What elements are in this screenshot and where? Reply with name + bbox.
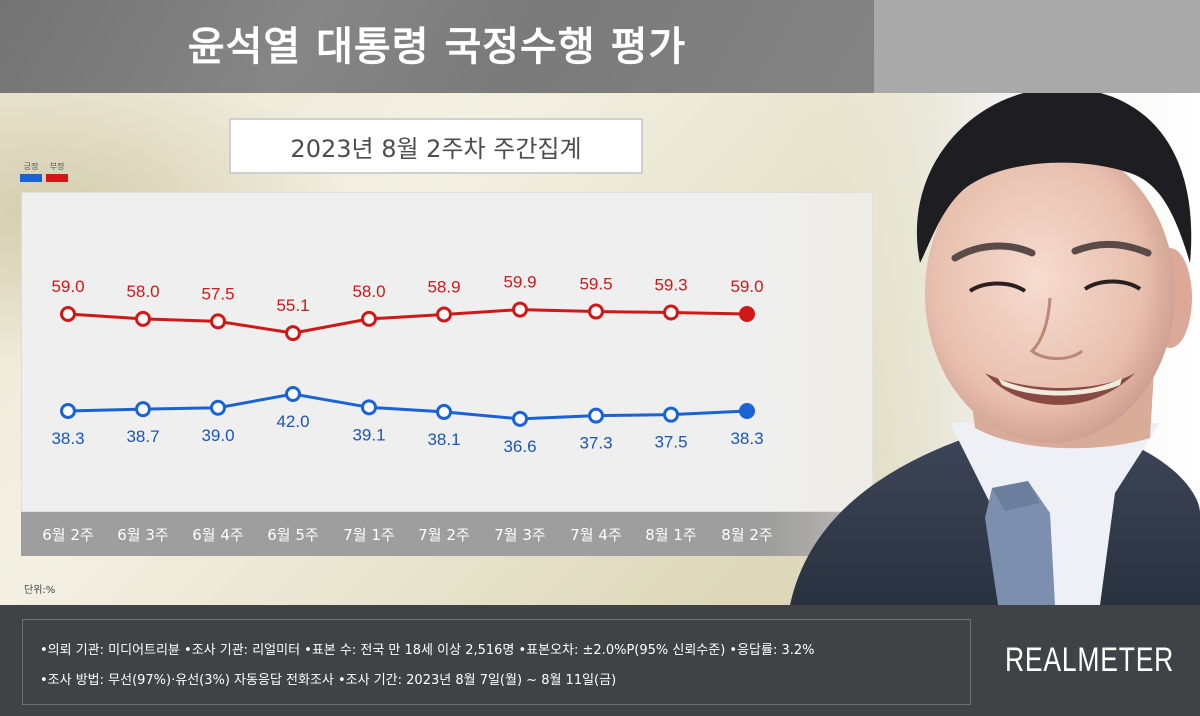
data-label: 58.9 — [427, 277, 460, 296]
data-label: 42.0 — [276, 412, 309, 431]
x-axis-label: 6월 4주 — [192, 526, 244, 544]
data-label: 39.1 — [352, 425, 385, 444]
legend-item-negative: 부정 — [46, 162, 68, 182]
data-point-marker — [210, 399, 226, 416]
legend-label: 부정 — [49, 162, 65, 171]
data-point-marker — [588, 407, 604, 424]
legend: 긍정 부정 — [20, 162, 68, 182]
data-label: 59.9 — [503, 273, 536, 292]
data-point-marker — [361, 399, 377, 416]
data-point-marker — [588, 303, 604, 320]
unit-label: 단위:% — [24, 585, 56, 596]
footer: •의뢰 기관: 미디어트리뷴 •조사 기관: 리얼미터 •표본 수: 전국 만 … — [0, 605, 1200, 716]
title-bar: 윤석열 대통령 국정수행 평가 — [0, 0, 874, 93]
data-point-marker — [60, 306, 76, 322]
data-point-marker — [210, 313, 226, 330]
chart-subtitle: 2023년 8월 2주차 주간집계 — [290, 134, 582, 163]
x-axis-label: 8월 2주 — [721, 526, 773, 544]
legend-label: 긍정 — [23, 162, 39, 171]
x-axis-label: 6월 2주 — [42, 526, 94, 544]
data-label: 38.1 — [427, 430, 460, 449]
data-label: 39.0 — [201, 426, 234, 445]
survey-info-line-2: •조사 방법: 무선(97%)·유선(3%) 자동응답 전화조사 •조사 기간:… — [40, 673, 617, 688]
legend-item-positive: 긍정 — [20, 162, 42, 182]
data-point-marker — [663, 304, 679, 321]
data-point-marker — [512, 301, 528, 318]
data-label: 59.5 — [579, 275, 612, 294]
data-point-marker — [436, 306, 452, 323]
x-axis-label: 7월 2주 — [418, 526, 470, 544]
data-label: 38.3 — [730, 429, 763, 448]
legend-swatch-blue — [20, 174, 42, 182]
data-label: 55.1 — [276, 296, 309, 315]
page-title: 윤석열 대통령 국정수행 평가 — [187, 24, 687, 70]
x-axis-label: 6월 3주 — [117, 526, 169, 544]
data-label: 58.0 — [352, 282, 385, 301]
data-label: 59.3 — [654, 276, 687, 295]
data-point-marker — [663, 406, 679, 423]
survey-info-line-1: •의뢰 기관: 미디어트리뷴 •조사 기관: 리얼미터 •표본 수: 전국 만 … — [40, 643, 815, 658]
data-label: 36.6 — [503, 437, 536, 456]
data-point-marker — [512, 410, 528, 427]
portrait-illustration — [770, 93, 1200, 605]
survey-info-box — [22, 619, 971, 705]
data-point-marker — [739, 403, 755, 419]
data-label: 38.3 — [51, 429, 84, 448]
data-point-marker — [436, 403, 452, 420]
data-label: 59.0 — [51, 277, 84, 296]
data-point-marker — [285, 385, 301, 402]
x-axis-label: 7월 4주 — [570, 526, 622, 544]
data-label: 38.7 — [126, 427, 159, 446]
x-axis-bar: 6월 2주 6월 3주 6월 4주 6월 5주 7월 1주 7월 2주 7월 3주 7월 4주… — [21, 512, 873, 556]
chart-plot-area — [21, 192, 873, 512]
data-point-marker — [739, 306, 755, 322]
data-label: 37.3 — [579, 434, 612, 453]
negative-series-line — [67, 308, 748, 335]
x-axis-label: 7월 1주 — [343, 526, 395, 544]
data-point-marker — [135, 401, 151, 418]
legend-swatch-red — [46, 174, 68, 182]
x-axis-label: 7월 3주 — [494, 526, 546, 544]
data-label: 59.0 — [730, 277, 763, 296]
data-point-marker — [60, 403, 76, 419]
data-point-marker — [361, 310, 377, 327]
data-label: 58.0 — [126, 282, 159, 301]
data-label: 57.5 — [201, 284, 234, 303]
data-point-marker — [135, 310, 151, 327]
x-axis-label: 8월 1주 — [645, 526, 697, 544]
line-chart: 59.0 58.0 57.5 55.1 58.0 58.9 59.9 59.5 59.3 59.0… — [51, 273, 763, 456]
data-point-marker — [285, 325, 301, 342]
data-label: 37.5 — [654, 433, 687, 452]
positive-series-line — [67, 392, 748, 421]
portrait-photo — [770, 93, 1200, 605]
title-bar-right — [874, 0, 1200, 93]
x-axis-label: 6월 5주 — [267, 526, 319, 544]
brand-logo: REALMETER — [1005, 641, 1175, 679]
subtitle-box: 2023년 8월 2주차 주간집계 — [229, 118, 643, 174]
